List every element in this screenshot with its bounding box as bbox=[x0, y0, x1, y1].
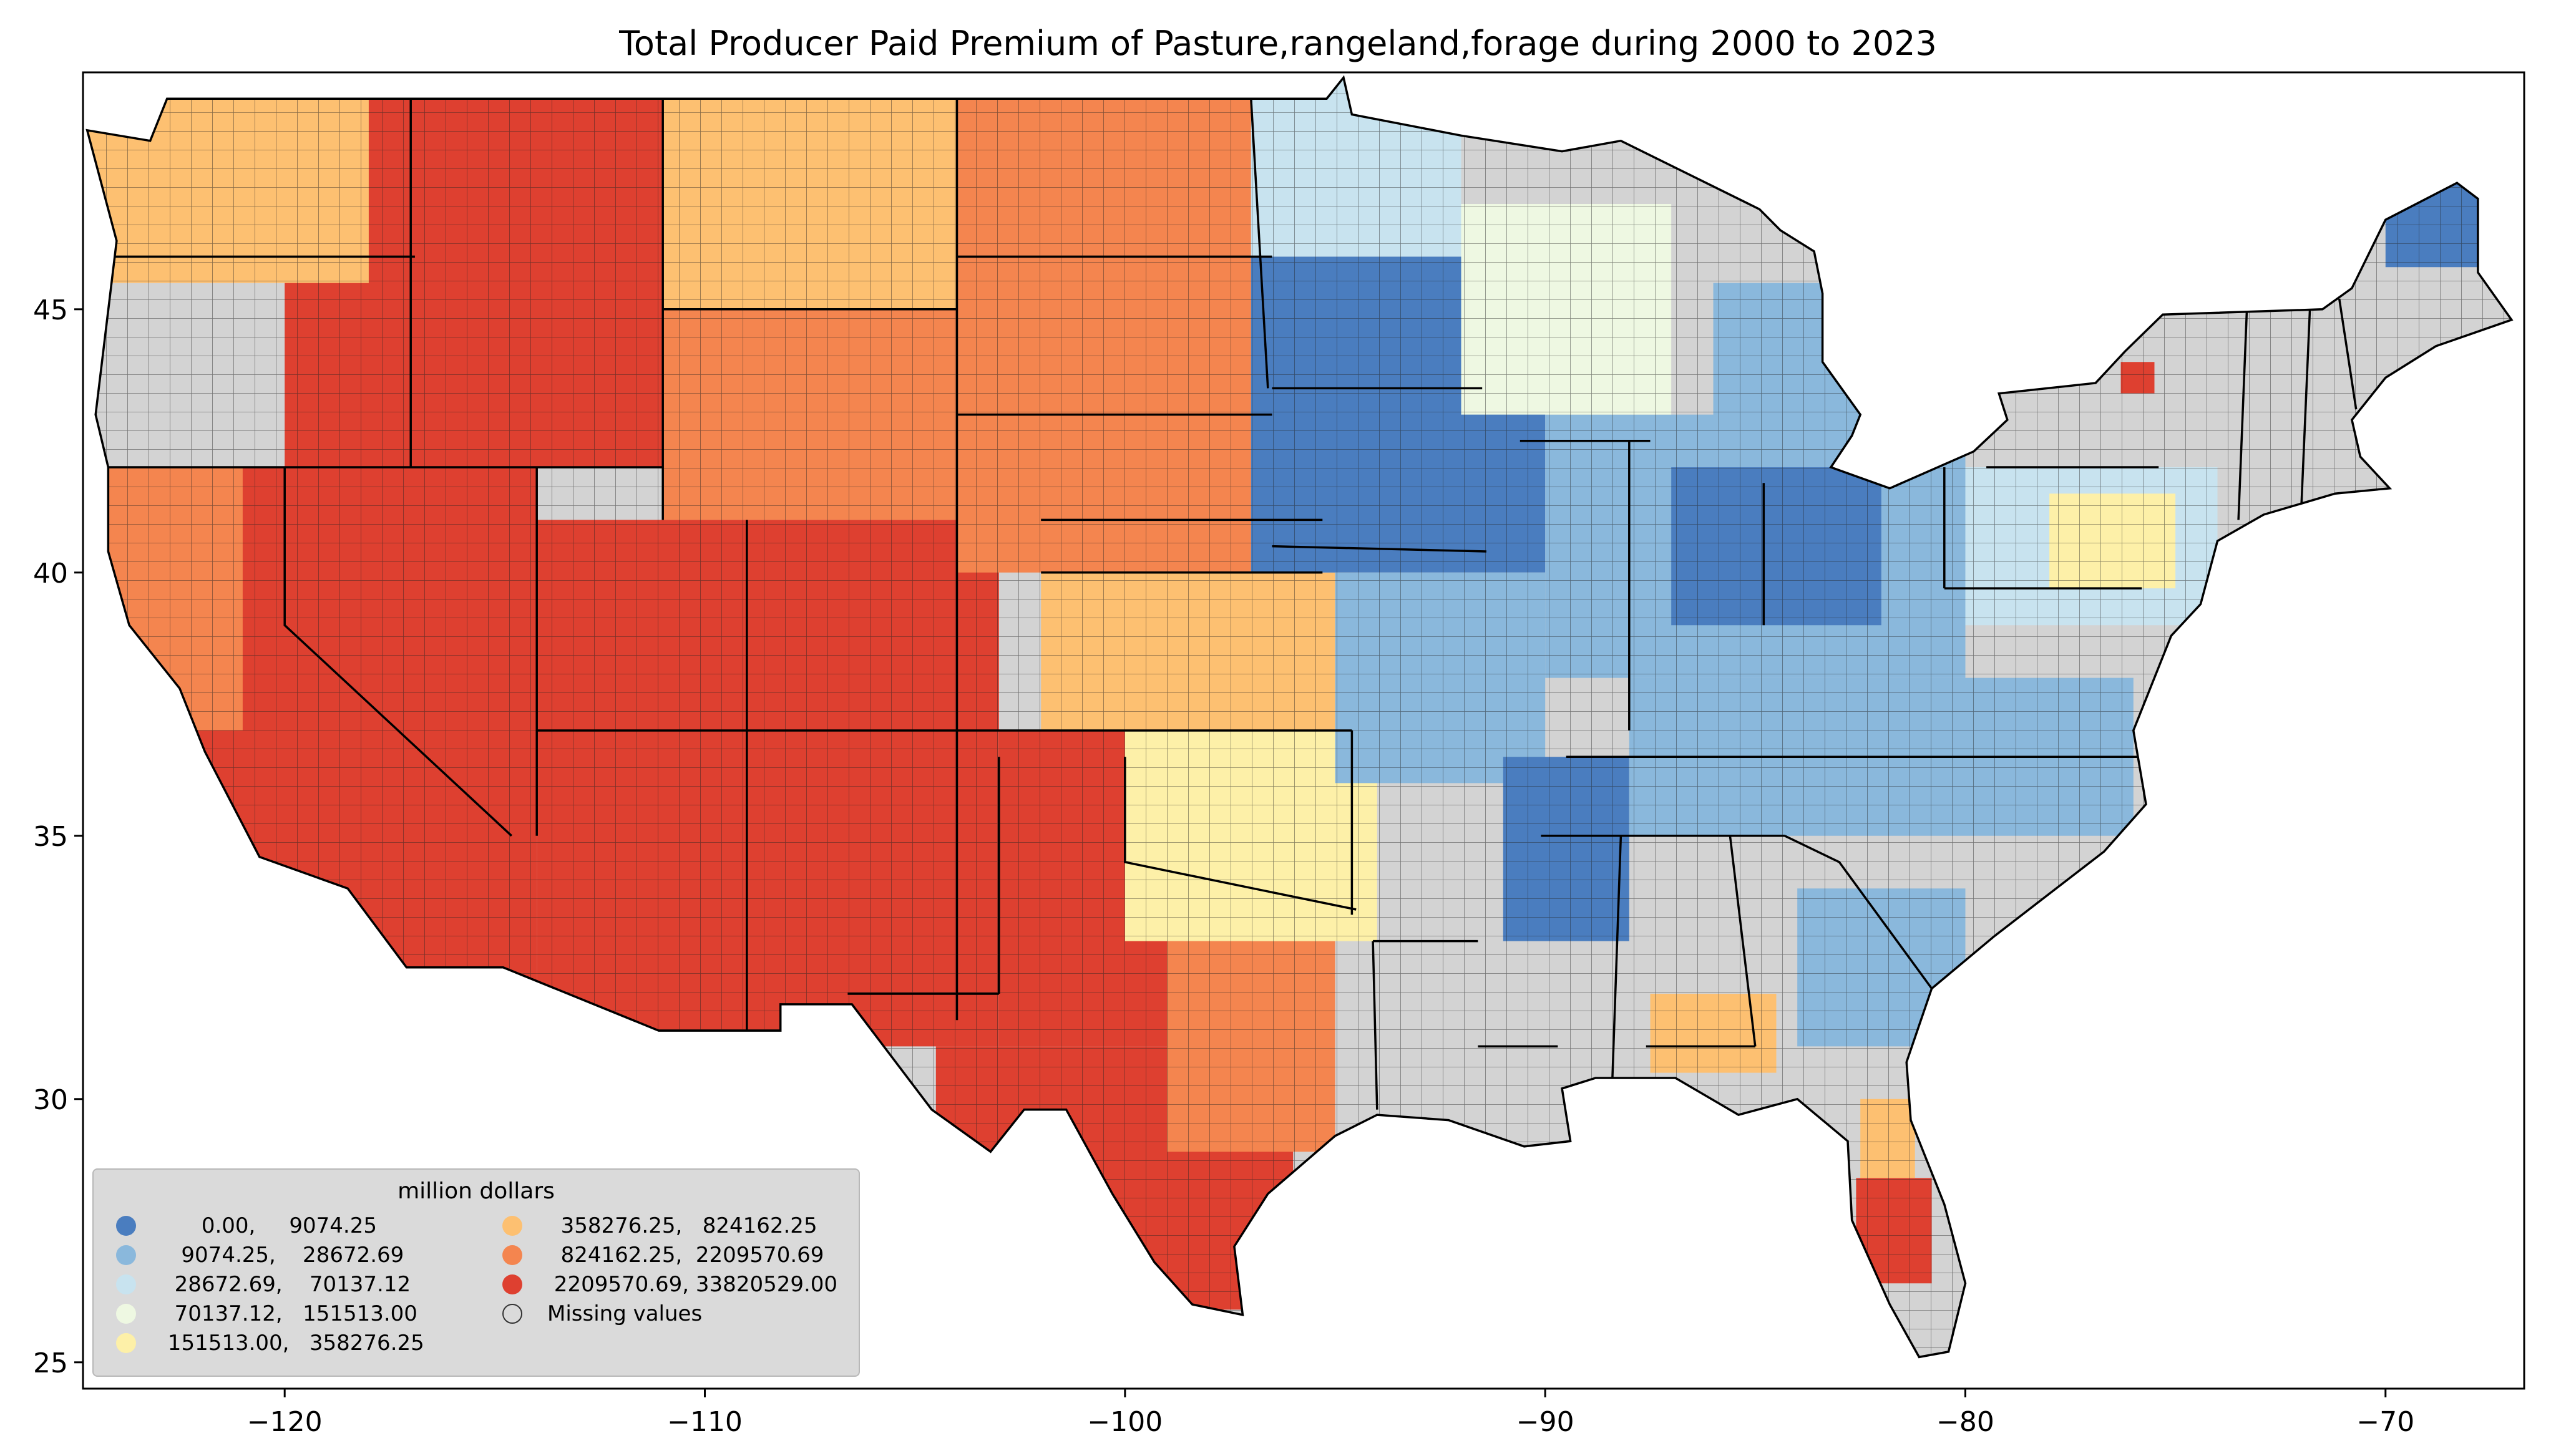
x-tick-label: −120 bbox=[247, 1406, 323, 1438]
legend-swatch-8 bbox=[502, 1274, 522, 1294]
state-line-37 bbox=[2237, 309, 2248, 520]
legend-swatch-4 bbox=[116, 1304, 136, 1324]
x-tick-label: −80 bbox=[1936, 1406, 1994, 1438]
legend-swatch-missing bbox=[502, 1304, 522, 1324]
state-line-35 bbox=[1784, 835, 1933, 989]
legend-item-class-5: 151513.00, 358276.25 bbox=[116, 1328, 424, 1358]
legend-item-class-1: 0.00, 9074.25 bbox=[116, 1211, 377, 1241]
legend-item-class-4: 70137.12, 151513.00 bbox=[116, 1299, 417, 1329]
y-tick-label: 25 bbox=[33, 1347, 68, 1379]
legend-item-class-2: 9074.25, 28672.69 bbox=[116, 1240, 404, 1270]
legend-swatch-5 bbox=[116, 1333, 136, 1353]
legend-label: 0.00, 9074.25 bbox=[161, 1213, 377, 1238]
state-line-39 bbox=[2338, 298, 2358, 410]
state-line-33 bbox=[1372, 941, 1378, 1110]
chart-title: Total Producer Paid Premium of Pasture,r… bbox=[619, 24, 1937, 63]
y-tick-label: 45 bbox=[33, 294, 68, 326]
x-tick-label: −90 bbox=[1516, 1406, 1574, 1438]
legend-title: million dollars bbox=[398, 1178, 555, 1204]
y-axis: 25 30 35 40 45 bbox=[33, 294, 83, 1379]
state-line-29 bbox=[1611, 835, 1622, 1079]
legend-item-class-8: 2209570.69, 33820529.00 bbox=[502, 1269, 837, 1299]
state-boundaries bbox=[87, 99, 2358, 1110]
state-line-5 bbox=[283, 467, 512, 837]
state-line-21 bbox=[1272, 545, 1486, 553]
legend-swatch-3 bbox=[116, 1274, 136, 1294]
legend-label: 2209570.69, 33820529.00 bbox=[547, 1272, 838, 1297]
y-tick-label: 40 bbox=[33, 558, 68, 590]
x-tick-label: −70 bbox=[2356, 1406, 2414, 1438]
state-line-18 bbox=[1124, 757, 1357, 911]
legend-item-class-6: 358276.25, 824162.25 bbox=[502, 1211, 817, 1241]
x-tick-label: −110 bbox=[667, 1406, 743, 1438]
legend-item-class-7: 824162.25, 2209570.69 bbox=[502, 1240, 824, 1270]
us-outline bbox=[85, 75, 2514, 1359]
legend-swatch-7 bbox=[502, 1245, 522, 1265]
x-tick-label: −100 bbox=[1087, 1406, 1163, 1438]
y-tick-label: 30 bbox=[33, 1084, 68, 1116]
legend-label: 358276.25, 824162.25 bbox=[547, 1213, 817, 1238]
legend: million dollars 0.00, 9074.25 9074.25, 2… bbox=[92, 1168, 860, 1377]
state-line-30 bbox=[1729, 835, 1757, 1047]
y-tick-label: 35 bbox=[33, 821, 68, 853]
legend-label: 9074.25, 28672.69 bbox=[161, 1243, 404, 1268]
plot-frame bbox=[82, 71, 2525, 1390]
legend-swatch-1 bbox=[116, 1216, 136, 1236]
legend-item-missing: Missing values bbox=[502, 1299, 702, 1329]
x-axis: −120 −110 −100 −90 −80 −70 bbox=[247, 1389, 2414, 1438]
legend-label: 824162.25, 2209570.69 bbox=[547, 1243, 824, 1268]
legend-swatch-2 bbox=[116, 1245, 136, 1265]
legend-label: 28672.69, 70137.12 bbox=[161, 1272, 411, 1297]
legend-item-class-3: 28672.69, 70137.12 bbox=[116, 1269, 411, 1299]
state-line-16 bbox=[1250, 99, 1269, 389]
state-line-38 bbox=[2300, 309, 2311, 505]
legend-label: Missing values bbox=[547, 1301, 703, 1326]
legend-swatch-6 bbox=[502, 1216, 522, 1236]
legend-label: 151513.00, 358276.25 bbox=[161, 1331, 424, 1356]
legend-label: 70137.12, 151513.00 bbox=[161, 1301, 417, 1326]
